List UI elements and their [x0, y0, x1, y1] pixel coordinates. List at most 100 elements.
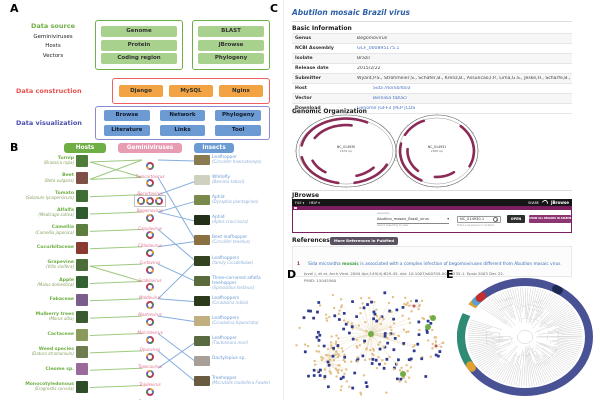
virus-item[interactable]: Grablovirus — [130, 259, 170, 283]
genome-button[interactable]: Genome — [101, 26, 177, 38]
virus-node — [385, 357, 389, 361]
browse-button[interactable]: Browse — [104, 110, 150, 121]
tree-branch — [535, 290, 544, 310]
virus-insect-link — [157, 240, 197, 248]
host-node — [339, 388, 343, 392]
network-edge — [352, 328, 372, 335]
virus-item[interactable]: Topilevirus — [130, 363, 170, 387]
protein-button[interactable]: Protein — [101, 39, 177, 51]
host-name: Camellia — [51, 225, 74, 231]
jbrowse-file-menu[interactable]: FILE ▾ — [295, 200, 305, 205]
host-latin: (Beta vulgaris) — [44, 177, 74, 183]
host-node — [390, 329, 393, 332]
info-row-label: Submitter — [295, 76, 322, 81]
virus-item[interactable]: Eragrovirus — [130, 381, 170, 400]
host-node — [377, 356, 380, 359]
insect-text: Leafhoppers (Cicadulina bipunctata) — [212, 316, 259, 326]
virus-node — [436, 354, 440, 358]
arc — [459, 124, 476, 168]
tree-branch — [551, 350, 575, 363]
tree-branch — [468, 341, 504, 349]
network-edge — [362, 333, 372, 356]
assembly-select[interactable]: Abutilon_mosaic_Brazil_virus ▾ — [377, 216, 449, 224]
host-node — [368, 357, 371, 361]
host-item: Cucurbitaceae — [0, 241, 88, 254]
info-row-value[interactable]: Genome |GFF3 |PEP |CDS — [357, 106, 416, 111]
network-button[interactable]: Network — [159, 110, 206, 121]
network-edge — [370, 315, 378, 335]
virus-item[interactable]: Becurtovirus — [130, 172, 170, 196]
host-photo — [76, 189, 88, 202]
tree-branch — [557, 331, 583, 335]
genome-tick — [381, 124, 383, 126]
tree-branch — [509, 289, 521, 322]
tree-branch — [542, 354, 563, 375]
network-edge — [341, 305, 372, 335]
host-node — [368, 296, 371, 300]
host-node — [362, 374, 366, 377]
location-input[interactable]: NC_014930.1 — [457, 215, 501, 223]
virus-insect-link — [157, 298, 197, 303]
coding-region-button[interactable]: Coding region — [101, 52, 177, 64]
host-item: Fabaceae — [0, 293, 88, 306]
genome-tick — [457, 118, 459, 120]
phylogeny-viz-button[interactable]: Phylogeny — [215, 110, 261, 121]
open-button[interactable]: OPEN — [507, 215, 525, 223]
network-edge — [315, 361, 329, 365]
info-row-value[interactable]: Bemisia tabaci — [373, 96, 407, 101]
blast-button[interactable]: BLAST — [198, 26, 264, 38]
virus-insect-link — [157, 263, 197, 283]
links-button[interactable]: Links — [159, 125, 206, 136]
jbrowse-help-menu[interactable]: HELP ▾ — [309, 200, 320, 205]
jbrowse-share-button[interactable]: SHARE — [528, 200, 539, 205]
arc — [499, 304, 513, 311]
host-node — [329, 341, 333, 344]
mysql-button[interactable]: MySQL — [169, 85, 213, 97]
arc — [457, 311, 473, 367]
virus-item[interactable]: Mastrevirus — [130, 294, 170, 318]
virus-item[interactable]: Citlodavirus — [130, 224, 170, 248]
arc — [497, 297, 511, 304]
host-latin: (Datura stramonium) — [31, 351, 74, 357]
insect-item: Leafhopper (Circulifer haematoceps) — [194, 155, 286, 165]
host-text: Beet (Beta vulgaris) — [45, 173, 74, 183]
host-node — [345, 380, 349, 383]
virus-item[interactable]: Maldovirus — [130, 276, 170, 300]
virus-item[interactable]: Begomovirus — [130, 190, 170, 214]
insect-latin: (Aphis craccivora) — [212, 219, 249, 225]
host-node — [398, 369, 402, 372]
insect-latin: (Dysaphis plantaginea) — [212, 199, 259, 205]
tool-button[interactable]: Tool — [215, 125, 261, 136]
info-row-value[interactable]: GCF_000895175.1 — [357, 46, 400, 51]
genome-tick — [457, 182, 459, 184]
virus-item[interactable]: Mulcrilevirus — [130, 311, 170, 335]
jbrowse-logo-text: JBrowse — [550, 200, 569, 205]
phylogeny-button[interactable]: Phylogeny — [198, 52, 264, 64]
genome-tick — [465, 124, 468, 126]
django-button[interactable]: Django — [119, 85, 163, 97]
title-rule — [292, 21, 572, 22]
virus-item[interactable]: Opunvirus — [130, 329, 170, 353]
tree-branch — [528, 352, 538, 386]
host-node — [404, 296, 407, 300]
tree-branch — [487, 345, 517, 376]
tree-branch — [552, 340, 583, 344]
reference-title-link[interactable]: Sida micrantha mosaic is associated with… — [308, 261, 561, 267]
virus-item[interactable]: Turncurtovirus — [130, 155, 170, 179]
virus-item[interactable]: Capulavirus — [130, 207, 170, 231]
show-all-regions-button[interactable]: SHOW ALL REGIONS IN ASSEMBLY — [529, 215, 571, 223]
virus-item[interactable]: Topocuvirus — [130, 346, 170, 370]
info-row-value[interactable]: Sida rhombifolia — [373, 86, 411, 91]
network-edge — [324, 333, 372, 347]
arc — [433, 170, 456, 179]
network-edge — [316, 351, 329, 363]
nginx-button[interactable]: Nginx — [219, 85, 263, 97]
virus-item[interactable]: Curtovirus — [130, 242, 170, 266]
data-source-box-2: BLAST JBrowse Phylogeny — [192, 20, 270, 70]
literature-button[interactable]: Literature — [104, 125, 150, 136]
network-edge — [356, 316, 372, 335]
genome-tick — [406, 124, 409, 126]
more-references-pubmed-button[interactable]: More References in PubMed — [330, 237, 399, 245]
tree-branch — [483, 302, 508, 323]
jbrowse-button[interactable]: JBrowse — [198, 39, 264, 51]
